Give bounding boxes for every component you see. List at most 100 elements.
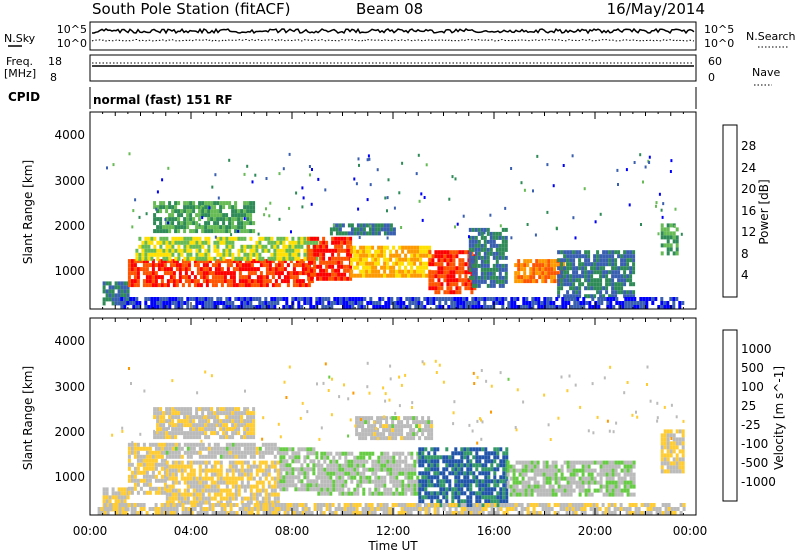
scatter-cell — [530, 460, 534, 465]
scatter-cell — [365, 451, 369, 456]
scatter-cell — [211, 263, 215, 268]
scatter-cell — [560, 488, 564, 493]
scatter-cell — [282, 459, 286, 464]
scatter-cell — [487, 451, 491, 456]
scatter-cell — [593, 266, 597, 271]
scatter-cell — [174, 442, 178, 447]
scatter-cell — [244, 259, 248, 264]
scatter-cell — [386, 487, 390, 492]
scatter-cell — [240, 415, 244, 420]
scatter-cell — [237, 460, 241, 465]
scatter-cell — [440, 254, 444, 259]
scatter-cell — [332, 487, 336, 492]
scatter-cell — [204, 256, 208, 261]
scatter-cell — [309, 459, 313, 464]
scatter-cell — [569, 484, 573, 489]
scatter-cell — [247, 511, 251, 515]
scatter-cell — [154, 279, 158, 284]
scatter-cell — [153, 221, 157, 226]
scatter-cell — [264, 442, 268, 447]
scatter-cell — [168, 435, 172, 440]
scatter-cell — [205, 507, 209, 511]
scatter-cell — [247, 259, 251, 264]
scatter-cell — [304, 507, 308, 511]
scatter-cell — [575, 294, 579, 299]
scatter-cell — [602, 270, 606, 275]
scatter-cell — [409, 416, 413, 421]
scatter-cell — [496, 479, 500, 484]
scatter-cell — [587, 480, 591, 485]
scatter-cell — [495, 259, 499, 264]
scatter-cell — [608, 464, 612, 469]
scatter-cell — [145, 212, 148, 216]
scatter-cell — [174, 411, 178, 416]
scatter-cell — [660, 251, 664, 256]
scatter-cell — [322, 252, 326, 257]
scatter-cell — [267, 492, 271, 497]
scatter-cell — [439, 503, 443, 508]
scatter-cell — [368, 269, 372, 274]
scatter-cell — [512, 480, 516, 485]
scatter-cell — [370, 424, 374, 429]
scatter-cell — [145, 470, 149, 475]
scatter-cell — [204, 205, 208, 210]
scatter-cell — [303, 447, 307, 452]
scatter-cell — [189, 229, 193, 234]
scatter-cell — [232, 259, 236, 264]
scatter-cell — [489, 283, 493, 288]
scatter-cell — [195, 301, 199, 305]
scatter-cell — [138, 244, 142, 249]
scatter-cell — [611, 270, 615, 275]
scatter-cell — [355, 182, 358, 186]
scatter-cell — [496, 491, 500, 496]
scatter-cell — [186, 248, 190, 253]
scatter-cell — [288, 455, 292, 460]
scatter-cell — [495, 279, 499, 284]
scatter-cell — [165, 488, 169, 493]
scatter-cell — [343, 240, 347, 245]
scatter-cell — [392, 459, 396, 464]
scatter-cell — [438, 301, 442, 305]
scatter-cell — [183, 209, 187, 214]
scatter-cell — [356, 463, 360, 468]
scatter-cell — [192, 419, 196, 424]
scatter-cell — [231, 468, 235, 473]
scatter-cell — [252, 407, 256, 412]
scatter-cell — [593, 278, 597, 283]
scatter-cell — [560, 468, 564, 473]
scatter-cell — [666, 461, 670, 466]
scatter-cell — [241, 263, 245, 268]
scatter-cell — [547, 275, 551, 280]
scatter-cell — [132, 305, 136, 309]
scatter-cell — [332, 227, 336, 232]
scatter-cell — [599, 472, 603, 477]
scatter-cell — [204, 201, 208, 206]
scatter-cell — [359, 269, 363, 274]
scatter-cell — [300, 487, 304, 492]
scatter-cell — [139, 478, 143, 483]
scatter-cell — [259, 263, 263, 268]
scatter-cell — [406, 424, 410, 429]
scatter-cell — [326, 455, 330, 460]
scatter-cell — [587, 282, 591, 287]
scatter-cell — [504, 247, 508, 252]
scatter-cell — [437, 262, 441, 267]
scatter-cell — [496, 447, 500, 452]
scatter-cell — [590, 294, 594, 299]
scatter-cell — [480, 235, 484, 240]
scatter-cell — [451, 487, 455, 492]
scatter-cell — [160, 263, 164, 268]
scatter-cell — [418, 455, 422, 460]
scatter-cell — [669, 469, 673, 474]
scatter-cell — [154, 507, 158, 511]
scatter-cell — [315, 475, 319, 480]
scatter-cell — [133, 279, 137, 284]
scatter-cell — [426, 297, 430, 301]
scatter-cell — [204, 248, 208, 253]
scatter-cell — [443, 274, 447, 279]
scatter-cell — [136, 458, 140, 463]
scatter-cell — [109, 507, 113, 511]
scatter-cell — [453, 297, 457, 301]
scatter-cell — [663, 441, 667, 446]
scatter-cell — [527, 476, 531, 481]
